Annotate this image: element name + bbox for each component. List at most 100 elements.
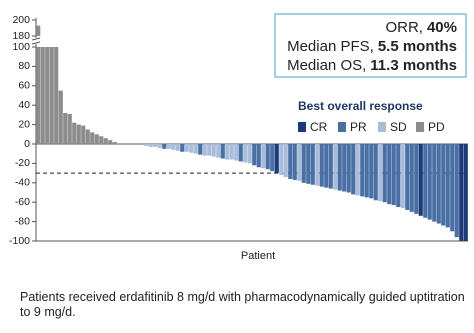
bar [58, 90, 63, 144]
bar [292, 144, 297, 180]
bar [45, 47, 50, 144]
bar [166, 144, 171, 149]
bar [297, 144, 302, 181]
bar [189, 144, 194, 153]
bar [229, 144, 234, 160]
y-tick-label: 200 [12, 14, 30, 26]
bar [310, 144, 315, 185]
y-tick-label: 60 [18, 80, 30, 92]
y-tick-label: 40 [18, 99, 30, 111]
bar [414, 144, 419, 214]
bar [418, 144, 423, 216]
bar [306, 144, 311, 184]
bar [283, 144, 288, 177]
legend-label: PR [350, 120, 367, 134]
bar [288, 144, 293, 179]
annotation-box [274, 13, 467, 78]
annotation-value: 11.3 months [370, 57, 457, 74]
bar [441, 144, 446, 226]
bar [247, 144, 252, 164]
bar [234, 144, 239, 161]
bar [346, 144, 351, 193]
bar [67, 113, 72, 144]
annotation-label: ORR, [385, 19, 423, 36]
bar [171, 144, 176, 150]
bar [342, 144, 347, 192]
bar [378, 144, 383, 202]
axis-break [31, 41, 41, 45]
bar [81, 125, 86, 144]
bar [400, 144, 405, 209]
bar [99, 136, 104, 144]
annotation-label: Median PFS, [287, 38, 374, 55]
y-tick-label: 0 [24, 138, 30, 150]
bar [319, 144, 324, 187]
bar [409, 144, 414, 212]
bar [355, 144, 360, 196]
bar [265, 144, 270, 170]
y-tick-label: -80 [15, 215, 30, 227]
y-tick-label: 80 [18, 60, 30, 72]
bar [324, 144, 329, 188]
bar [423, 144, 428, 218]
annotation-value: 5.5 months [378, 38, 457, 55]
bar-upper [36, 25, 41, 36]
bar [94, 134, 99, 144]
legend-swatch [338, 122, 346, 132]
bar [90, 132, 95, 144]
bar [364, 144, 369, 198]
bar [405, 144, 410, 210]
bar [243, 144, 248, 163]
axis-break [31, 37, 41, 41]
legend-title: Best overall response [298, 99, 423, 113]
x-axis-label: Patient [241, 250, 275, 262]
bar [216, 144, 221, 158]
bar [49, 47, 54, 144]
bar [256, 144, 261, 168]
bar [459, 144, 464, 241]
bar [279, 144, 284, 176]
annotation: Median PFS, 5.5 months [287, 38, 457, 55]
bar [301, 144, 306, 183]
bar [432, 144, 437, 222]
y-tick-label: -40 [15, 177, 30, 189]
annotation: ORR, 40% [385, 19, 457, 36]
bar [144, 144, 149, 146]
bar [153, 144, 158, 147]
bar [436, 144, 441, 224]
bar [454, 144, 459, 238]
bar [180, 144, 185, 152]
bar [85, 129, 90, 144]
legend-swatch [378, 122, 386, 132]
bar [36, 47, 41, 144]
y-tick-label: 100 [12, 41, 30, 53]
annotation-value: 40% [427, 19, 457, 36]
bar [211, 144, 216, 157]
bar [198, 144, 203, 155]
bar [387, 144, 392, 205]
bar [76, 124, 81, 144]
bar [360, 144, 365, 197]
legend-swatch [298, 122, 306, 132]
annotation-label: Median OS, [287, 57, 366, 74]
y-tick-label: 180 [12, 30, 30, 42]
bar [108, 140, 113, 144]
y-tick-label: -60 [15, 196, 30, 208]
bar [148, 144, 153, 147]
bar [238, 144, 243, 162]
annotation: Median OS, 11.3 months [287, 57, 457, 74]
bar [337, 144, 342, 191]
bar [274, 144, 279, 174]
bar [328, 144, 333, 189]
bar [162, 144, 167, 149]
bar [369, 144, 374, 199]
bar [261, 144, 266, 169]
bar [445, 144, 450, 228]
bar [333, 144, 338, 190]
legend-label: SD [390, 120, 407, 134]
bar [315, 144, 320, 186]
footnote: Patients received erdafitinib 8 mg/d wit… [20, 290, 465, 319]
bar [112, 142, 117, 144]
bar [72, 122, 77, 144]
